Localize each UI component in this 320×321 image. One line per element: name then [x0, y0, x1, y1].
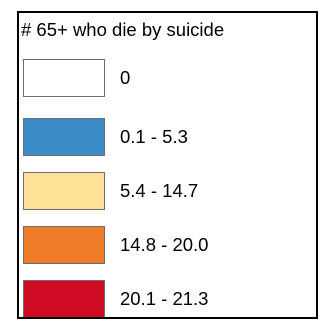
- legend-item-2: 5.4 - 14.7: [23, 172, 313, 212]
- legend-label-1: 0.1 - 5.3: [120, 126, 188, 147]
- legend-swatch-3: [23, 226, 105, 264]
- legend-swatch-1: [23, 118, 105, 156]
- legend-swatch-0: [23, 59, 105, 97]
- legend-label-0: 0: [120, 67, 131, 88]
- legend-item-4: 20.1 - 21.3: [23, 280, 313, 317]
- legend-title: # 65+ who die by suicide: [21, 19, 225, 40]
- legend-swatch-4: [23, 280, 105, 317]
- legend-label-4: 20.1 - 21.3: [120, 288, 209, 309]
- legend-label-3: 14.8 - 20.0: [120, 234, 209, 255]
- legend-item-0: 0: [23, 59, 313, 99]
- legend-item-3: 14.8 - 20.0: [23, 226, 313, 266]
- legend-label-2: 5.4 - 14.7: [120, 180, 199, 201]
- legend-swatch-2: [23, 172, 105, 210]
- map-legend: # 65+ who die by suicide 0 0.1 - 5.3 5.4…: [17, 11, 318, 319]
- legend-item-1: 0.1 - 5.3: [23, 118, 313, 158]
